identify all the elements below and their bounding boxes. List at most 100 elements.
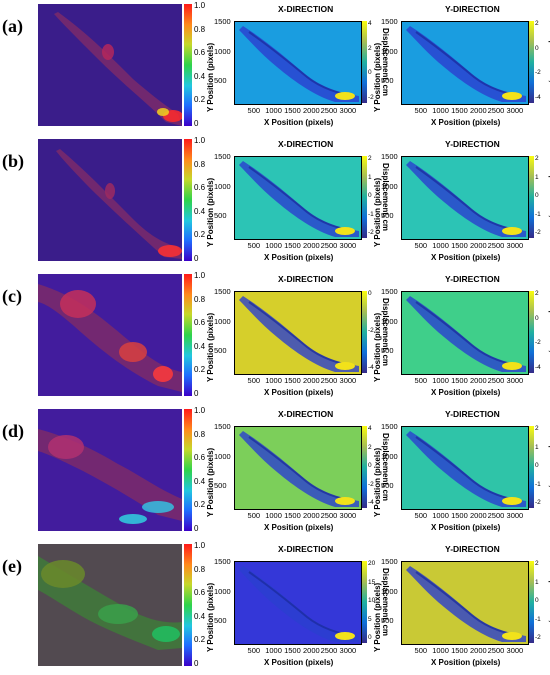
x-tick: 500 <box>247 241 261 250</box>
y-tick: 500 <box>214 211 227 221</box>
x-tick: 2000 <box>470 511 487 520</box>
displacement-colorbar-tick: 2 <box>368 443 372 451</box>
x-tick: 500 <box>247 511 261 520</box>
displacement-colorbar-tick: 0 <box>368 290 372 297</box>
displacement-colorbar <box>529 156 534 238</box>
x-tick: 1500 <box>284 241 301 250</box>
displacement-colorbar-tick: 0 <box>368 634 372 641</box>
optical-flow-image <box>38 4 182 126</box>
displacement-label: Displacement, cm <box>381 163 390 232</box>
panel-title: X-DIRECTION <box>278 409 334 419</box>
displacement-colorbar-tick: -4 <box>535 364 541 371</box>
displacement-colorbar <box>362 21 367 103</box>
y-axis-label: Y Position (pixels) <box>206 582 215 652</box>
panel-title: Y-DIRECTION <box>445 4 500 14</box>
x-tick: 3000 <box>506 376 524 385</box>
x-tick: 2000 <box>303 511 320 520</box>
displacement-colorbar <box>529 426 534 508</box>
flow-colorbar-tick: 1.0 <box>194 1 206 10</box>
flow-colorbar-tick: 0 <box>194 524 199 533</box>
x-tick: 1000 <box>432 376 449 385</box>
displacement-colorbar-tick: 2 <box>535 20 539 27</box>
panel-title: X-DIRECTION <box>278 544 334 554</box>
displacement-colorbar-tick: 1 <box>368 173 372 181</box>
row-label: (d) <box>2 421 24 441</box>
y-axis-label: Y Position (pixels) <box>373 312 382 382</box>
x-tick: 2500 <box>487 241 505 250</box>
x-tick: 2500 <box>487 106 505 115</box>
flow-colorbar-tick: 0.4 <box>194 476 206 486</box>
displacement-map <box>401 426 529 510</box>
displacement-colorbar-tick: 15 <box>368 578 376 586</box>
y-tick: 1500 <box>214 17 231 26</box>
y-tick: 500 <box>381 616 394 626</box>
y-axis-label: Y Position (pixels) <box>206 42 215 112</box>
flow-colorbar-tick: 0 <box>194 119 199 128</box>
displacement-colorbar-tick: 4 <box>368 20 372 27</box>
displacement-colorbar-tick: -2 <box>368 94 374 101</box>
displacement-colorbar-tick: 0 <box>368 192 372 199</box>
flow-colorbar-tick: 0 <box>194 659 199 668</box>
y-tick: 500 <box>381 211 394 221</box>
displacement-colorbar-tick: -2 <box>368 480 374 488</box>
displacement-map <box>234 21 362 105</box>
x-tick: 2500 <box>320 106 338 115</box>
y-axis-label: Y Position (pixels) <box>373 447 382 517</box>
displacement-panel-y: Y-DIRECTION 1500 1000 500 500 1000 1500 2000 250… <box>373 0 550 135</box>
x-axis-label: X Position (pixels) <box>264 658 334 667</box>
x-tick: 1000 <box>432 646 449 655</box>
flow-colorbar <box>184 544 192 666</box>
x-axis-label: X Position (pixels) <box>431 388 501 397</box>
x-tick: 2000 <box>470 376 487 385</box>
x-tick: 1000 <box>265 646 282 655</box>
flow-colorbar-tick: 0.8 <box>194 564 206 574</box>
x-tick: 3000 <box>506 241 524 250</box>
x-tick: 1500 <box>284 511 301 520</box>
displacement-label: Displacement, cm <box>381 298 390 367</box>
x-tick: 1000 <box>265 376 282 385</box>
displacement-colorbar <box>529 21 534 103</box>
flow-colorbar-tick: 0 <box>194 254 199 263</box>
y-tick: 1500 <box>214 422 231 431</box>
displacement-colorbar-tick: -1 <box>535 615 541 623</box>
flow-colorbar-tick: 0.2 <box>194 230 206 240</box>
displacement-colorbar-tick: 0 <box>535 462 539 469</box>
y-tick: 1500 <box>214 287 231 296</box>
y-tick: 500 <box>214 346 227 356</box>
flow-colorbar-tick: 0.6 <box>194 183 206 193</box>
panel-title: X-DIRECTION <box>278 139 334 149</box>
panel-title: Y-DIRECTION <box>445 274 500 284</box>
x-axis-label: X Position (pixels) <box>264 523 334 532</box>
x-tick: 2000 <box>303 241 320 250</box>
x-tick: 500 <box>414 511 428 520</box>
displacement-colorbar-tick: 2 <box>535 425 539 432</box>
x-axis-label: X Position (pixels) <box>431 253 501 262</box>
y-tick: 1000 <box>381 586 398 596</box>
flow-colorbar-tick: 0.8 <box>194 429 206 439</box>
x-tick: 500 <box>414 241 428 250</box>
flow-colorbar-tick: 0.2 <box>194 500 206 510</box>
y-tick: 500 <box>381 76 394 86</box>
figure-row: (b) 1.0 0.8 0.6 0.4 0.2 0 X-DIRECTION 1500 1000 50… <box>0 135 550 270</box>
displacement-label: Displacement, cm <box>381 28 390 97</box>
y-tick: 1500 <box>214 557 231 566</box>
figure-row: (a) 1.0 0.8 0.6 0.4 0.2 0 X-DIRECTION 1500 1000 50… <box>0 0 550 135</box>
y-tick: 500 <box>381 346 394 356</box>
y-tick: 1000 <box>214 46 231 56</box>
x-tick: 3000 <box>339 646 357 655</box>
displacement-colorbar-tick: -2 <box>535 229 541 236</box>
x-tick: 3000 <box>339 241 357 250</box>
displacement-colorbar-tick: 2 <box>368 155 372 162</box>
flow-colorbar <box>184 139 192 261</box>
flow-colorbar-tick: 0.8 <box>194 159 206 169</box>
flow-colorbar <box>184 409 192 531</box>
displacement-colorbar-tick: 0 <box>535 597 539 604</box>
x-tick: 1000 <box>265 511 282 520</box>
displacement-colorbar-tick: 0 <box>535 192 539 199</box>
displacement-map <box>401 21 529 105</box>
x-tick: 2000 <box>303 646 320 655</box>
panel-title: Y-DIRECTION <box>445 409 500 419</box>
displacement-colorbar-tick: 5 <box>368 615 372 623</box>
x-tick: 2500 <box>320 511 338 520</box>
optical-flow-image <box>38 544 182 666</box>
